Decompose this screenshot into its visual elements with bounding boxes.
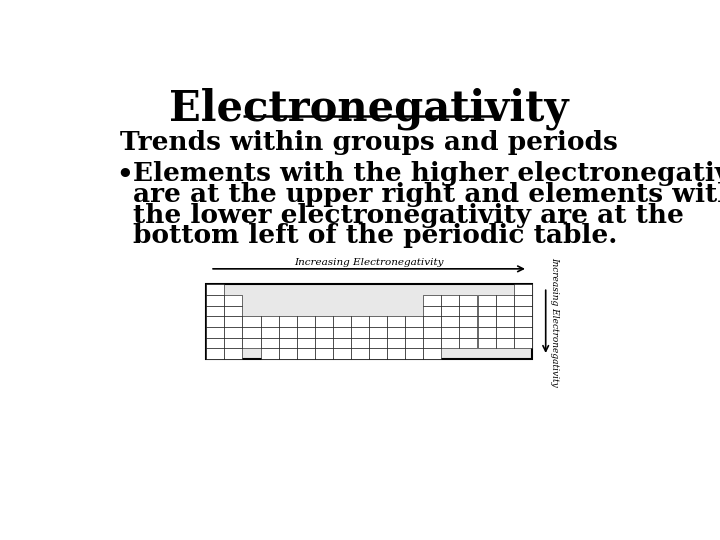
Bar [387,316,405,327]
Bar [279,327,297,338]
Bar [333,327,351,338]
Bar [495,306,513,316]
Bar [477,306,495,316]
Bar [513,306,532,316]
Bar [261,348,279,359]
Text: Increasing Electronegativity: Increasing Electronegativity [294,258,444,267]
Bar [441,327,459,338]
Bar [315,338,333,348]
Bar [225,327,243,338]
Bar [351,338,369,348]
Bar [477,338,495,348]
Bar [513,295,532,306]
Bar [225,338,243,348]
Text: Trends within groups and periods: Trends within groups and periods [120,130,618,156]
Bar [405,316,423,327]
Bar [333,348,351,359]
Bar [243,338,261,348]
Text: •: • [114,161,133,192]
Bar [243,327,261,338]
Text: Electronegativity: Electronegativity [169,88,569,130]
Bar [206,284,532,359]
Bar [423,306,441,316]
Bar [225,348,243,359]
Bar [423,316,441,327]
Bar [477,295,495,306]
Bar [279,348,297,359]
Bar [459,316,477,327]
Bar [405,338,423,348]
Bar [225,306,243,316]
Bar [459,295,477,306]
Bar [333,316,351,327]
Bar [369,327,387,338]
Bar [423,338,441,348]
Bar [513,327,532,338]
Bar [333,338,351,348]
Text: bottom left of the periodic table.: bottom left of the periodic table. [132,224,617,248]
Bar [206,306,225,316]
Bar [297,338,315,348]
Bar [495,316,513,327]
Bar [297,316,315,327]
Bar [315,316,333,327]
Bar [423,348,441,359]
Bar [477,327,495,338]
Bar [387,348,405,359]
Bar [441,306,459,316]
Bar [261,316,279,327]
Bar [387,327,405,338]
Bar [423,327,441,338]
Bar [513,284,532,295]
Bar [206,327,225,338]
Bar [495,338,513,348]
Bar [261,327,279,338]
Text: Increasing Electronegativity: Increasing Electronegativity [550,256,559,387]
Bar [477,316,495,327]
Bar [297,327,315,338]
Bar [351,327,369,338]
Bar [459,338,477,348]
Bar [225,316,243,327]
Bar [441,338,459,348]
Bar [206,338,225,348]
Bar [423,295,441,306]
Bar [315,348,333,359]
Text: Elements with the higher electronegativity: Elements with the higher electronegativi… [132,161,720,186]
Bar [315,327,333,338]
Text: the lower electronegativity are at the: the lower electronegativity are at the [132,202,683,228]
Text: are at the upper right and elements with: are at the upper right and elements with [132,182,720,207]
Bar [405,348,423,359]
Bar [513,316,532,327]
Bar [279,316,297,327]
Bar [351,348,369,359]
Bar [206,348,225,359]
Bar [513,338,532,348]
Bar [206,295,225,306]
Bar [351,316,369,327]
Bar [405,327,423,338]
Bar [369,316,387,327]
Bar [225,295,243,306]
Bar [495,295,513,306]
Bar [261,338,279,348]
Bar [387,338,405,348]
Bar [369,348,387,359]
Bar [495,327,513,338]
Bar [243,316,261,327]
Bar [369,338,387,348]
Bar [206,284,225,295]
Bar [441,316,459,327]
Bar [206,316,225,327]
Bar [459,306,477,316]
Bar [459,327,477,338]
Bar [441,295,459,306]
Bar [279,338,297,348]
Bar [297,348,315,359]
